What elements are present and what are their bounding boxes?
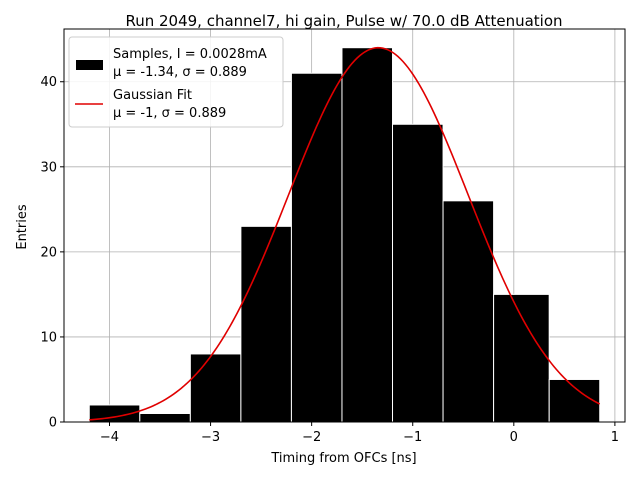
y-axis-label: Entries (15, 204, 30, 250)
histogram-bar (392, 123, 444, 423)
legend: Samples, I = 0.0028mA μ = -1.34, σ = 0.8… (68, 36, 284, 128)
legend-fit-label: Gaussian Fit (113, 88, 192, 103)
x-axis-label: Timing from OFCs [ns] (270, 451, 416, 466)
y-axis-ticks: 0 10 20 30 40 (40, 75, 64, 431)
y-tick-label: 0 (49, 416, 57, 431)
x-tick-label: 1 (611, 430, 619, 445)
histogram-bar (493, 293, 550, 423)
histogram-bar (442, 200, 495, 423)
legend-histogram-swatch (76, 60, 103, 70)
y-tick-label: 10 (40, 330, 57, 345)
x-axis-ticks: −4 −3 −2 −1 0 1 (100, 422, 619, 445)
gaussian-fit-curve (89, 46, 601, 421)
histogram-bars (88, 47, 601, 423)
legend-box (68, 36, 284, 128)
histogram-bar (548, 378, 601, 423)
legend-histogram-label: Samples, I = 0.0028mA (113, 47, 267, 62)
histogram-bar (189, 353, 242, 423)
x-tick-label: −3 (201, 430, 220, 445)
legend-fit-stats: μ = -1, σ = 0.889 (113, 106, 226, 121)
plot-frame (63, 28, 626, 423)
histogram-bar (290, 72, 343, 423)
legend-histogram-stats: μ = -1.34, σ = 0.889 (113, 65, 247, 80)
x-tick-label: 0 (510, 430, 518, 445)
y-tick-label: 30 (40, 160, 57, 175)
x-tick-label: −2 (302, 430, 321, 445)
chart-title: Run 2049, channel7, hi gain, Pulse w/ 70… (125, 12, 562, 30)
x-tick-label: −4 (100, 430, 119, 445)
y-tick-label: 20 (40, 245, 57, 260)
histogram-bar (240, 225, 292, 423)
y-tick-label: 40 (40, 75, 57, 90)
histogram-bar (139, 412, 191, 423)
histogram-bar (341, 47, 394, 423)
x-tick-label: −1 (403, 430, 422, 445)
